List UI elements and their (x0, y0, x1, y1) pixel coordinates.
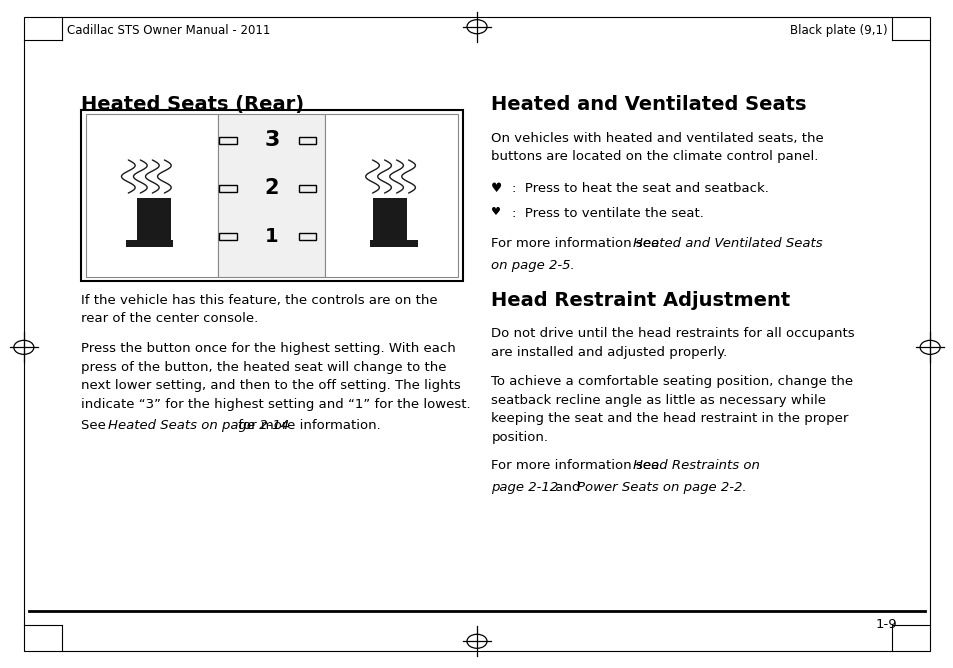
Bar (137, 198, 172, 240)
Text: and: and (551, 481, 584, 494)
Text: On vehicles with heated and ventilated seats, the
buttons are located on the cli: On vehicles with heated and ventilated s… (491, 132, 823, 163)
Text: Heated Seats (Rear): Heated Seats (Rear) (81, 95, 304, 114)
Text: If the vehicle has this feature, the controls are on the
rear of the center cons: If the vehicle has this feature, the con… (81, 294, 437, 325)
Bar (81, 110, 462, 281)
Text: Cadillac STS Owner Manual - 2011: Cadillac STS Owner Manual - 2011 (67, 24, 270, 37)
Text: To achieve a comfortable seating position, change the
seatback recline angle as : To achieve a comfortable seating positio… (491, 375, 853, 444)
Bar (219, 232, 236, 240)
Text: Heated and Ventilated Seats: Heated and Ventilated Seats (632, 237, 821, 250)
Text: 1-9: 1-9 (874, 618, 896, 631)
Bar (218, 114, 325, 277)
Text: on page 2-5.: on page 2-5. (491, 259, 575, 272)
Bar (370, 240, 417, 247)
Text: Heated Seats on page 2-14: Heated Seats on page 2-14 (108, 419, 289, 432)
Bar (325, 114, 457, 277)
Text: Do not drive until the head restraints for all occupants
are installed and adjus: Do not drive until the head restraints f… (491, 327, 854, 359)
Bar (126, 240, 173, 247)
Text: :  Press to ventilate the seat.: : Press to ventilate the seat. (512, 207, 703, 220)
Bar (219, 137, 236, 144)
Text: Black plate (9,1): Black plate (9,1) (789, 24, 886, 37)
Text: for more information.: for more information. (233, 419, 380, 432)
Text: For more information see: For more information see (491, 459, 663, 472)
Text: ♥̇: ♥̇ (491, 207, 500, 217)
Text: 2: 2 (264, 178, 279, 198)
Bar (86, 114, 218, 277)
Text: 3: 3 (264, 130, 279, 150)
Bar (219, 184, 236, 192)
Bar (298, 184, 315, 192)
Text: 1: 1 (265, 227, 278, 246)
Text: Head Restraint Adjustment: Head Restraint Adjustment (491, 291, 790, 309)
Text: page 2-12: page 2-12 (491, 481, 558, 494)
Text: :  Press to heat the seat and seatback.: : Press to heat the seat and seatback. (512, 182, 768, 194)
Bar (298, 232, 315, 240)
Text: See: See (81, 419, 111, 432)
Bar (298, 137, 315, 144)
Text: Heated and Ventilated Seats: Heated and Ventilated Seats (491, 95, 806, 114)
Text: For more information see: For more information see (491, 237, 663, 250)
Text: ♥̇: ♥̇ (491, 182, 502, 194)
Text: Power Seats on page 2-2.: Power Seats on page 2-2. (577, 481, 746, 494)
Text: Press the button once for the highest setting. With each
press of the button, th: Press the button once for the highest se… (81, 342, 470, 411)
Bar (372, 198, 406, 240)
Text: Head Restraints on: Head Restraints on (632, 459, 759, 472)
